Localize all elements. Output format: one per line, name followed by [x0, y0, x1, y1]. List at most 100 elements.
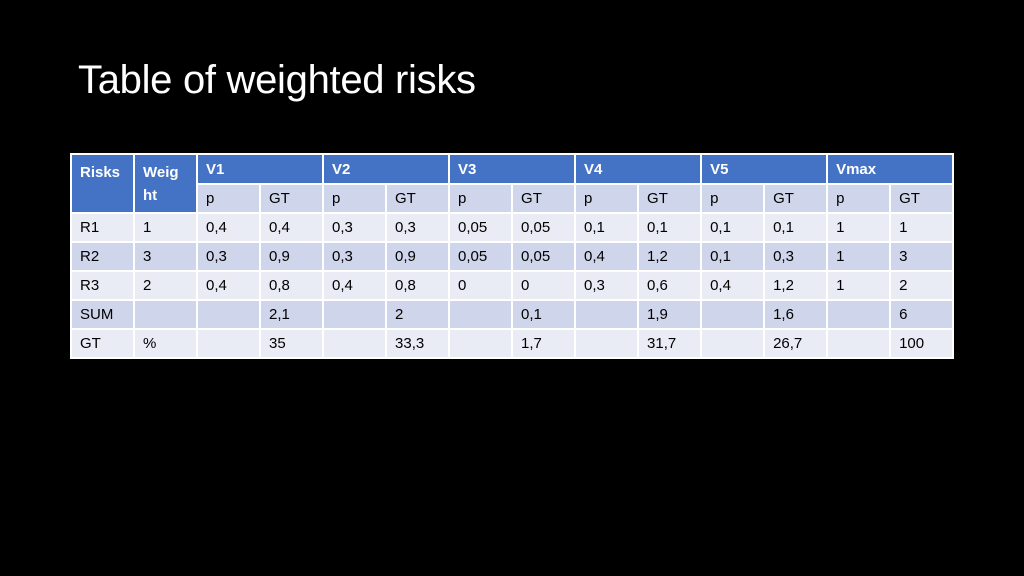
sub-header-cell: GT — [889, 183, 955, 214]
header-row-sub: p GT p GT p GT p GT p GT p GT — [71, 183, 955, 214]
table-cell: 0,05 — [448, 212, 514, 243]
table-cell: 0 — [448, 270, 514, 301]
sub-header-cell: GT — [258, 183, 325, 214]
table-cell: 1,2 — [763, 270, 829, 301]
table-cell: 0,4 — [700, 270, 766, 301]
row-label-cell: R1 — [70, 212, 135, 243]
sub-header-cell: p — [700, 183, 766, 214]
table-cell — [826, 328, 892, 359]
sub-header-cell: p — [448, 183, 514, 214]
table-cell: 1 — [889, 212, 955, 243]
table-cell: 0,4 — [196, 270, 261, 301]
table-cell: % — [133, 328, 198, 359]
sub-header-cell: GT — [637, 183, 703, 214]
table-cell — [826, 299, 892, 330]
table-cell: 0,6 — [637, 270, 703, 301]
table-cell: 1,7 — [511, 328, 577, 359]
table-cell: 0,4 — [258, 212, 325, 243]
sub-header-cell: GT — [763, 183, 829, 214]
table-cell: 0,9 — [258, 241, 325, 272]
table-cell: 0,1 — [637, 212, 703, 243]
table-cell: 1,9 — [637, 299, 703, 330]
sub-header-cell: p — [826, 183, 892, 214]
header-row-groups: Risks Weig ht V1 V2 V3 V4 V5 Vmax — [70, 153, 955, 214]
table-cell: 0,3 — [322, 241, 388, 272]
table-cell: 1,2 — [637, 241, 703, 272]
table-cell: 0,4 — [322, 270, 388, 301]
table-cell — [574, 299, 640, 330]
table-cell — [322, 328, 388, 359]
table-cell: 3 — [889, 241, 955, 272]
table-cell: 0 — [511, 270, 577, 301]
sub-header-cell: p — [574, 183, 640, 214]
table-cell — [448, 299, 514, 330]
table-cell — [700, 299, 766, 330]
table-cell — [133, 299, 198, 330]
table-cell — [700, 328, 766, 359]
table-cell: 1,6 — [763, 299, 829, 330]
table-cell: 0,3 — [574, 270, 640, 301]
table-cell: 0,4 — [574, 241, 640, 272]
table-cell: 0,3 — [322, 212, 388, 243]
table-cell: 0,3 — [763, 241, 829, 272]
header-group-v2: V2 — [322, 153, 451, 185]
table-cell: 0,1 — [574, 212, 640, 243]
table-row: R2 3 0,3 0,9 0,3 0,9 0,05 0,05 0,4 1,2 0,1 0,3 1 3 — [70, 241, 955, 272]
table-cell: 1 — [826, 270, 892, 301]
table-cell: 35 — [258, 328, 325, 359]
table-row: SUM 2,1 2 0,1 1,9 1,6 6 — [70, 299, 955, 330]
table-cell: 0,3 — [385, 212, 451, 243]
header-group-v4: V4 — [574, 153, 703, 185]
table-cell — [574, 328, 640, 359]
table-cell: 2,1 — [258, 299, 325, 330]
table-cell — [448, 328, 514, 359]
sub-header-cell: GT — [385, 183, 451, 214]
table-cell: 6 — [889, 299, 955, 330]
table-cell — [322, 299, 388, 330]
table-cell: 0,4 — [196, 212, 261, 243]
table-cell — [196, 299, 261, 330]
table-cell: 0,05 — [511, 212, 577, 243]
header-group-v5: V5 — [700, 153, 829, 185]
table-cell: 100 — [889, 328, 955, 359]
row-label-cell: R3 — [70, 270, 135, 301]
table-cell: 3 — [133, 241, 198, 272]
header-risks: Risks — [70, 153, 135, 214]
table-cell: 26,7 — [763, 328, 829, 359]
row-label-cell: R2 — [70, 241, 135, 272]
table-cell: 0,1 — [700, 241, 766, 272]
row-label-cell: SUM — [70, 299, 135, 330]
table-cell: 0,1 — [763, 212, 829, 243]
table-cell: 33,3 — [385, 328, 451, 359]
table-body: R1 1 0,4 0,4 0,3 0,3 0,05 0,05 0,1 0,1 0,1 0,1 1 1 R2 3… — [70, 212, 955, 359]
table-cell: 2 — [133, 270, 198, 301]
sub-header-cell: p — [322, 183, 388, 214]
table-cell: 0,3 — [196, 241, 261, 272]
table-row: R1 1 0,4 0,4 0,3 0,3 0,05 0,05 0,1 0,1 0,1 0,1 1 1 — [70, 212, 955, 243]
table-cell: 1 — [133, 212, 198, 243]
header-group-v1: V1 — [195, 153, 325, 185]
table-cell: 0,1 — [700, 212, 766, 243]
table-cell: 0,05 — [511, 241, 577, 272]
table-row: GT% 35 33,3 1,7 31,7 26,7 100 — [70, 328, 955, 359]
table-cell: 0,8 — [385, 270, 451, 301]
table-cell: 2 — [385, 299, 451, 330]
header-group-v3: V3 — [448, 153, 577, 185]
table-cell: 0,05 — [448, 241, 514, 272]
table-cell: 1 — [826, 212, 892, 243]
table-row: R3 2 0,4 0,8 0,4 0,8 0 0 0,3 0,6 0,4 1,2 1 2 — [70, 270, 955, 301]
table-cell: 0,9 — [385, 241, 451, 272]
table-cell: 0,8 — [258, 270, 325, 301]
slide-title: Table of weighted risks — [78, 58, 476, 102]
sub-header-cell: GT — [511, 183, 577, 214]
header-group-vmax: Vmax — [826, 153, 955, 185]
table-cell: 0,1 — [511, 299, 577, 330]
weighted-risks-table: Risks Weig ht V1 V2 V3 V4 V5 Vmax p GT p… — [70, 153, 955, 359]
table-cell: 2 — [889, 270, 955, 301]
header-weight: Weig ht — [133, 153, 198, 214]
table-cell — [196, 328, 261, 359]
table-cell: 31,7 — [637, 328, 703, 359]
row-label-cell: GT — [70, 328, 135, 359]
table-cell: 1 — [826, 241, 892, 272]
sub-header-cell: p — [196, 183, 261, 214]
